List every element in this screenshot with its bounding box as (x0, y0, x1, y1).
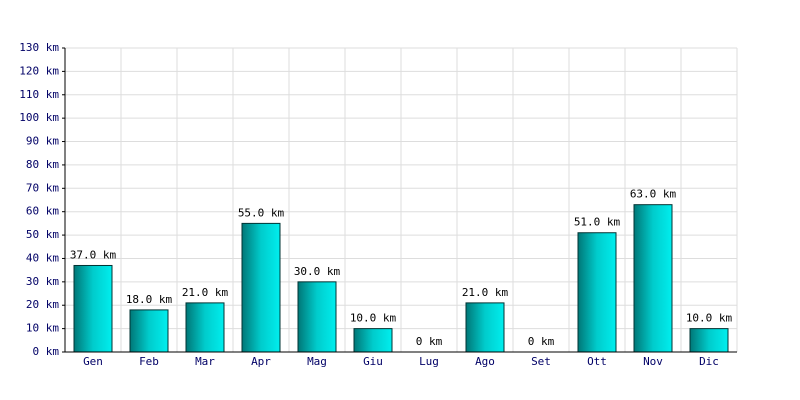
y-tick-label: 110 km (19, 88, 59, 101)
x-tick-label: Ago (475, 355, 495, 368)
bar (185, 302, 225, 353)
bar (689, 328, 729, 353)
y-tick-label: 130 km (19, 41, 59, 54)
value-label: 37.0 km (70, 248, 117, 261)
x-tick-label: Dic (699, 355, 719, 368)
y-tick-label: 40 km (26, 251, 59, 264)
bar (297, 281, 337, 353)
value-label: 21.0 km (182, 286, 229, 299)
value-label: 0 km (528, 335, 555, 348)
x-tick-label: Nov (643, 355, 663, 368)
value-label: 18.0 km (126, 293, 173, 306)
bar (73, 264, 113, 353)
x-tick-label: Giu (363, 355, 383, 368)
x-tick-label: Feb (139, 355, 159, 368)
bar (241, 222, 281, 353)
y-tick-label: 20 km (26, 298, 59, 311)
y-tick-label: 30 km (26, 275, 59, 288)
x-tick-label: Mar (195, 355, 215, 368)
value-label: 55.0 km (238, 206, 285, 219)
y-tick-label: 70 km (26, 181, 59, 194)
y-tick-label: 10 km (26, 322, 59, 335)
x-tick-label: Ott (587, 355, 607, 368)
value-label: 10.0 km (686, 312, 733, 325)
value-label: 51.0 km (574, 216, 621, 229)
x-tick-label: Apr (251, 355, 271, 368)
y-tick-label: 60 km (26, 205, 59, 218)
x-tick-label: Set (531, 355, 551, 368)
y-tick-label: 0 km (33, 345, 60, 358)
value-label: 30.0 km (294, 265, 341, 278)
bar (633, 204, 673, 353)
value-label: 0 km (416, 335, 443, 348)
y-tick-label: 100 km (19, 111, 59, 124)
value-label: 21.0 km (462, 286, 509, 299)
x-tick-label: Mag (307, 355, 327, 368)
value-label: 10.0 km (350, 312, 397, 325)
y-tick-label: 80 km (26, 158, 59, 171)
y-tick-label: 90 km (26, 135, 59, 148)
y-tick-label: 50 km (26, 228, 59, 241)
bar (465, 302, 505, 353)
y-tick-label: 120 km (19, 64, 59, 77)
value-label: 63.0 km (630, 188, 677, 201)
x-tick-label: Gen (83, 355, 103, 368)
bar (129, 309, 169, 353)
x-tick-label: Lug (419, 355, 439, 368)
bar (353, 328, 393, 353)
bar (577, 232, 617, 353)
